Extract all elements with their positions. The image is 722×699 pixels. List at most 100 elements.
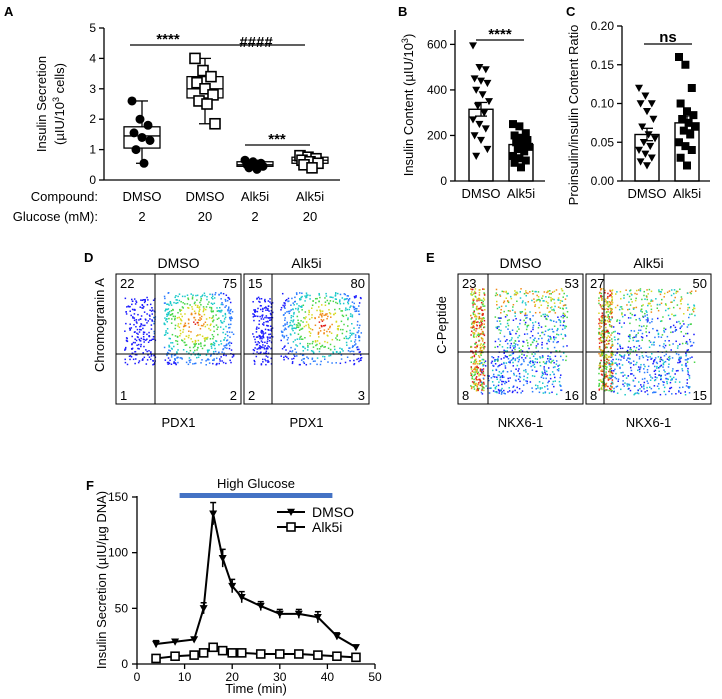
flow-event [481, 382, 484, 384]
flow-event [506, 322, 509, 325]
flow-event [512, 386, 514, 388]
flow-event [280, 339, 282, 342]
flow-event [605, 363, 607, 365]
data-point [636, 158, 645, 166]
flow-event [173, 301, 175, 304]
flow-event [672, 306, 675, 309]
flow-event [189, 349, 192, 352]
flow-event [602, 370, 605, 373]
flow-event [550, 338, 552, 340]
flow-event [686, 370, 689, 372]
flow-event [314, 317, 316, 319]
flow-event [509, 295, 512, 298]
flow-event [521, 310, 524, 313]
flow-event [215, 314, 217, 316]
flow-event [673, 314, 675, 317]
flow-event [256, 343, 259, 346]
flow-event [521, 363, 523, 365]
flow-event [561, 328, 564, 331]
flow-event [222, 315, 224, 317]
flow-event [601, 381, 603, 383]
flow-event [493, 376, 496, 378]
flow-event [218, 362, 220, 365]
flow-event [209, 355, 212, 357]
flow-event [475, 370, 478, 372]
flow-event [260, 331, 262, 333]
flow-event [481, 351, 483, 354]
flow-event [611, 355, 613, 357]
flow-event [305, 321, 308, 323]
flow-event [360, 297, 362, 300]
flow-event [542, 295, 544, 297]
flow-event [538, 391, 541, 394]
data-point [638, 123, 647, 131]
flow-event [131, 348, 133, 350]
flow-event [150, 328, 153, 330]
flow-event [619, 306, 622, 308]
flow-event [606, 303, 609, 305]
flow-event [257, 296, 260, 299]
panel-a-ylabel: Insulin Secretion (µIU/103 cells) [34, 56, 67, 152]
flow-event [647, 356, 649, 358]
flow-event [552, 320, 555, 323]
flow-event [490, 377, 493, 379]
flow-event [213, 330, 215, 333]
flow-event [324, 324, 327, 327]
flow-event [470, 372, 472, 374]
flow-event [220, 321, 223, 324]
flow-event [534, 384, 537, 387]
flow-event [348, 308, 351, 311]
flow-event [519, 376, 522, 379]
flow-event [500, 372, 503, 375]
flow-event [547, 338, 550, 341]
flow-event [544, 391, 547, 393]
flow-event [499, 340, 502, 342]
flow-event [598, 328, 600, 330]
flow-event [220, 298, 222, 300]
flow-event [655, 361, 658, 364]
flow-event [607, 310, 610, 313]
flow-event [179, 329, 182, 332]
flow-event [512, 303, 515, 306]
flow-event [652, 341, 655, 344]
flow-event [271, 336, 274, 338]
flow-event [509, 377, 511, 379]
flow-event [134, 303, 137, 305]
flow-event [677, 369, 679, 372]
flow-event [545, 370, 548, 373]
flow-event [475, 353, 477, 356]
flow-event [671, 393, 673, 395]
flow-event [148, 331, 150, 334]
flow-event [540, 376, 543, 379]
flow-event [564, 304, 566, 306]
flow-event [550, 299, 552, 302]
flow-event [260, 318, 263, 320]
flow-event [613, 387, 615, 390]
flow-event [349, 332, 352, 334]
flow-event [352, 332, 355, 335]
flow-event [470, 326, 472, 329]
flow-event [482, 313, 484, 315]
flow-event [125, 322, 127, 325]
flow-event [671, 378, 673, 381]
flow-event [206, 359, 209, 361]
flow-event [494, 363, 497, 365]
flow-event [319, 330, 322, 332]
flow-event [605, 346, 607, 349]
flow-event [470, 356, 472, 359]
flow-event [146, 313, 148, 315]
flow-event [138, 319, 140, 321]
flow-event [290, 324, 292, 327]
flow-event [660, 374, 662, 377]
flow-event [181, 358, 183, 360]
flow-event [255, 336, 258, 338]
flow-event [256, 310, 259, 313]
flow-event [481, 309, 484, 312]
flow-event [168, 362, 171, 365]
flow-event [497, 359, 499, 361]
flow-event [358, 336, 361, 339]
flow-event [261, 310, 264, 313]
flow-event [474, 371, 476, 373]
flow-event [671, 301, 673, 303]
